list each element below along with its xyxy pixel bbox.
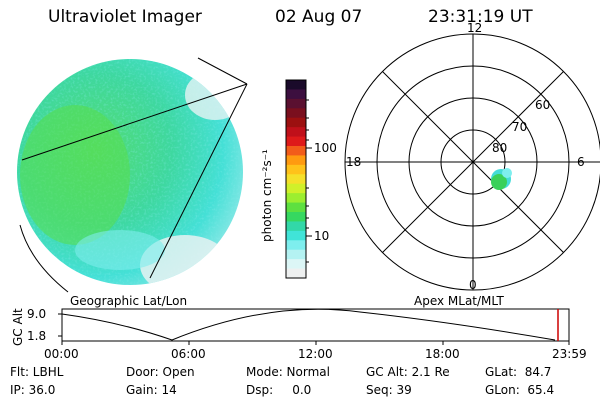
colorbar-swatch [286, 202, 306, 213]
colorbar-swatch [286, 136, 306, 147]
gc-alt-info: GC Alt: 2.1 Re [366, 365, 450, 379]
door-info: Door: Open [126, 365, 195, 379]
altitude-ytick-9: 9.0 [27, 307, 47, 321]
date-label: 02 Aug 07 [275, 7, 363, 27]
lat-label-60: 60 [535, 98, 551, 112]
apex-caption: Apex MLat/MLT [414, 294, 504, 308]
seq-info: Seq: 39 [366, 383, 412, 397]
altitude-xtick-2359: 23:59 [552, 347, 587, 361]
earth-image-disk [17, 59, 243, 285]
geographic-caption: Geographic Lat/Lon [70, 294, 188, 308]
colorbar-swatch [286, 259, 306, 270]
altitude-xtick-0000: 00:00 [44, 347, 79, 361]
colorbar-label: photon cm⁻²s⁻¹ [260, 149, 274, 242]
flt-info: Flt: LBHL [10, 365, 64, 379]
ip-info: IP: 36.0 [10, 383, 56, 397]
colorbar-swatch [286, 155, 306, 166]
dsp-info: Dsp: 0.0 [246, 383, 312, 397]
time-label: 23:31:19 UT [428, 7, 533, 27]
colorbar-swatch [286, 183, 306, 194]
colorbar-swatch [286, 193, 306, 204]
colorbar-swatch [286, 174, 306, 185]
glat-info: GLat: 84.7 [485, 365, 552, 379]
altitude-xtick-1800: 18:00 [425, 347, 460, 361]
colorbar-swatch [286, 108, 306, 119]
mlt-label-18: 18 [346, 155, 362, 169]
colorbar [286, 80, 306, 279]
mlt-label-0: 0 [469, 278, 477, 292]
colorbar-swatch [286, 268, 306, 279]
mode-info: Mode: Normal [246, 365, 330, 379]
colorbar-swatch [286, 117, 306, 128]
altitude-ylabel: GC Alt [11, 308, 25, 346]
mlt-label-12: 12 [467, 21, 483, 35]
glon-info: GLon: 65.4 [485, 383, 555, 397]
field-of-view-lines [19, 57, 248, 293]
lat-label-80: 80 [492, 141, 508, 155]
polar-grid [344, 33, 600, 291]
colorbar-tick-10: 10 [314, 229, 330, 243]
colorbar-swatch [286, 221, 306, 232]
altitude-plot-frame [61, 308, 570, 342]
colorbar-swatch [286, 212, 306, 223]
altitude-curve [61, 308, 556, 341]
altitude-xtick-0600: 06:00 [171, 347, 206, 361]
lat-label-70: 70 [512, 120, 528, 134]
colorbar-swatch [286, 240, 306, 251]
gain-info: Gain: 14 [126, 383, 177, 397]
altitude-xtick-1200: 12:00 [298, 347, 333, 361]
mlt-label-6: 6 [577, 155, 585, 169]
colorbar-swatch [286, 127, 306, 138]
colorbar-swatch [286, 80, 306, 91]
colorbar-swatch [286, 89, 306, 100]
colorbar-swatch [286, 249, 306, 260]
altitude-ytick-1-8: 1.8 [27, 329, 47, 343]
colorbar-swatch [286, 230, 306, 241]
colorbar-swatch [286, 146, 306, 157]
auroral-spot [491, 168, 512, 190]
colorbar-tick-100: 100 [314, 141, 337, 155]
colorbar-swatch [286, 164, 306, 175]
colorbar-swatch [286, 98, 306, 109]
instrument-title: Ultraviolet Imager [48, 7, 202, 27]
